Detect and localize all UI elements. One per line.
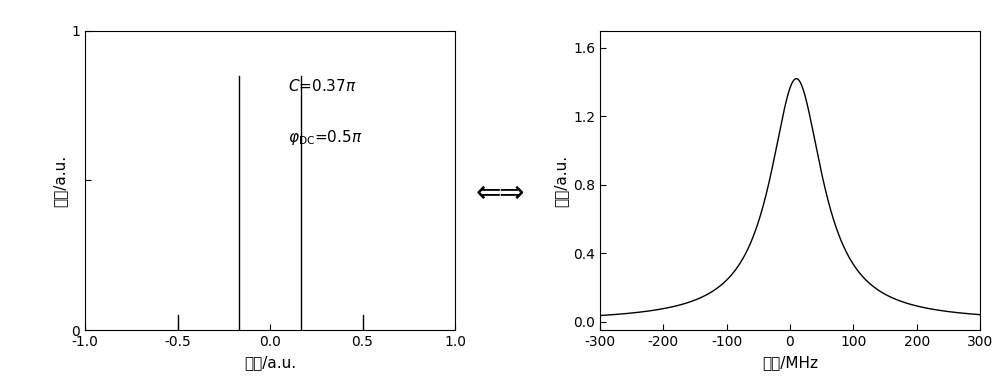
Y-axis label: 增益/a.u.: 增益/a.u. <box>554 154 569 207</box>
Text: $C$=0.37$\pi$: $C$=0.37$\pi$ <box>288 78 357 94</box>
Text: $\varphi_{\rm DC}$=0.5$\pi$: $\varphi_{\rm DC}$=0.5$\pi$ <box>288 127 363 147</box>
X-axis label: 频率/a.u.: 频率/a.u. <box>244 355 296 370</box>
Text: $\Leftarrow\!\!\!\Rightarrow$: $\Leftarrow\!\!\!\Rightarrow$ <box>470 177 524 207</box>
Y-axis label: 强度/a.u.: 强度/a.u. <box>52 154 67 207</box>
X-axis label: 频率/MHz: 频率/MHz <box>762 355 818 370</box>
